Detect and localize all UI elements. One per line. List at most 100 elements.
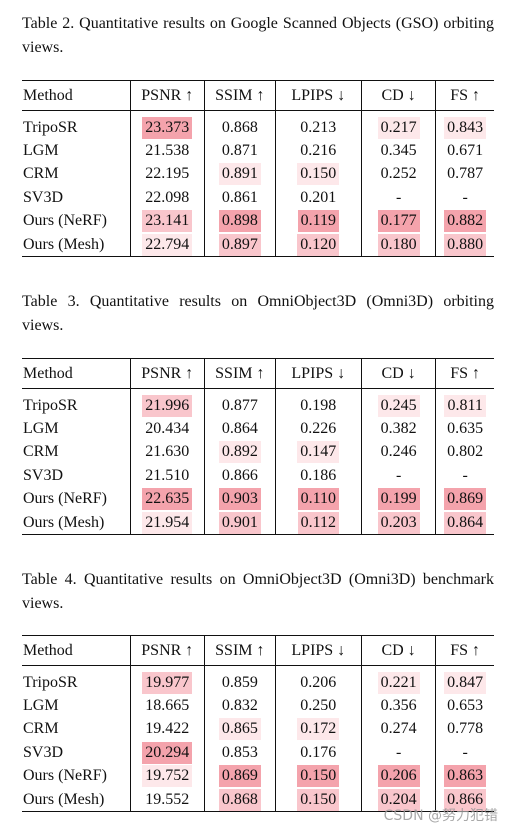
lpips-value: 0.150 <box>297 765 340 788</box>
method-cell: Ours (Mesh) <box>23 790 105 808</box>
cd-value: 0.356 <box>380 696 417 714</box>
fs-cell: 0.869 <box>435 487 494 511</box>
table-row: CRM 22.195 0.891 0.150 0.252 0.787 <box>22 162 494 186</box>
ssim-cell: 0.903 <box>204 487 276 511</box>
method-cell: CRM <box>23 165 59 183</box>
method-cell: CRM <box>23 443 59 461</box>
method-cell: LGM <box>23 141 59 159</box>
cd-value: 0.180 <box>377 233 420 256</box>
fs-cell: 0.778 <box>435 717 494 741</box>
cd-value: 0.206 <box>377 765 420 788</box>
lpips-cell: 0.150 <box>274 788 362 812</box>
column-header-psnr: PSNR ↑ <box>129 358 205 389</box>
cd-value: 0.274 <box>380 720 417 738</box>
ssim-value: 0.877 <box>221 397 258 414</box>
column-header-cd: CD ↓ <box>360 358 436 389</box>
method-cell: Ours (NeRF) <box>23 490 107 508</box>
table-row: CRM 21.630 0.892 0.147 0.246 0.802 <box>22 440 494 464</box>
psnr-cell: 19.552 <box>129 788 205 812</box>
ssim-cell: 0.861 <box>204 186 276 210</box>
lpips-value: 0.226 <box>300 419 337 437</box>
psnr-value: 19.552 <box>145 790 190 808</box>
cd-value: 0.382 <box>380 419 417 437</box>
fs-value: 0.880 <box>444 233 487 256</box>
fs-cell: 0.843 <box>435 110 494 139</box>
method-cell: Ours (NeRF) <box>23 767 107 785</box>
lpips-cell: 0.250 <box>274 694 362 718</box>
ssim-value: 0.891 <box>218 163 261 186</box>
ssim-value: 0.901 <box>218 511 261 534</box>
psnr-cell: 21.630 <box>129 440 205 464</box>
fs-cell: 0.866 <box>435 788 494 812</box>
method-cell: TripoSR <box>23 119 78 136</box>
cd-cell: 0.177 <box>360 209 436 233</box>
lpips-value: 0.213 <box>300 119 337 136</box>
psnr-cell: 23.373 <box>129 110 205 139</box>
cd-cell: 0.217 <box>360 110 436 139</box>
cd-value: 0.217 <box>377 117 420 139</box>
psnr-cell: 22.794 <box>129 233 205 257</box>
table-4-caption: Table 4. Quantitative results on OmniObj… <box>22 571 494 612</box>
fs-value: 0.864 <box>444 511 487 534</box>
method-cell: TripoSR <box>23 397 78 414</box>
table-row: TripoSR 23.373 0.868 0.213 0.217 0.843 <box>22 110 494 139</box>
column-header-lpips: LPIPS ↓ <box>274 358 362 389</box>
cd-value: 0.221 <box>377 672 420 694</box>
ssim-value: 0.853 <box>221 743 258 761</box>
psnr-value: 21.510 <box>145 466 190 484</box>
fs-value: 0.869 <box>444 488 487 511</box>
fs-value: 0.863 <box>444 765 487 788</box>
lpips-cell: 0.176 <box>274 741 362 765</box>
table-row: LGM 18.665 0.832 0.250 0.356 0.653 <box>22 694 494 718</box>
table-row: SV3D 21.510 0.866 0.186 - - <box>22 464 494 488</box>
psnr-cell: 21.510 <box>129 464 205 488</box>
table-row: SV3D 20.294 0.853 0.176 - - <box>22 741 494 765</box>
lpips-value: 0.186 <box>300 466 337 484</box>
psnr-cell: 21.538 <box>129 139 205 163</box>
psnr-cell: 22.098 <box>129 186 205 210</box>
fs-value: 0.653 <box>447 696 484 714</box>
fs-value: 0.802 <box>447 443 484 461</box>
fs-value: 0.866 <box>444 788 487 811</box>
watermark: CSDN @努力犯错 <box>383 808 498 824</box>
method-cell: Ours (Mesh) <box>23 235 105 253</box>
ssim-cell: 0.868 <box>204 110 276 139</box>
cd-value: 0.252 <box>380 165 417 183</box>
ssim-cell: 0.832 <box>204 694 276 718</box>
ssim-cell: 0.877 <box>204 388 276 417</box>
cd-value: 0.177 <box>377 210 420 233</box>
psnr-cell: 19.422 <box>129 717 205 741</box>
lpips-value: 0.120 <box>297 233 340 256</box>
cd-cell: 0.356 <box>360 694 436 718</box>
column-header-method: Method <box>23 641 73 659</box>
ssim-value: 0.832 <box>221 696 258 714</box>
table-row: LGM 20.434 0.864 0.226 0.382 0.635 <box>22 417 494 441</box>
method-cell: CRM <box>23 720 59 738</box>
column-header-fs: FS ↑ <box>435 635 494 666</box>
psnr-cell: 18.665 <box>129 694 205 718</box>
table-row: Ours (NeRF) 23.141 0.898 0.119 0.177 0.882 <box>22 209 494 233</box>
psnr-value: 20.294 <box>142 741 193 764</box>
cd-value: 0.204 <box>377 788 420 811</box>
cd-cell: 0.252 <box>360 162 436 186</box>
psnr-cell: 19.752 <box>129 764 205 788</box>
psnr-value: 22.635 <box>142 488 193 511</box>
table-3: Method PSNR ↑ SSIM ↑ LPIPS ↓ CD ↓ FS ↑ TripoS… <box>22 358 494 535</box>
ssim-value: 0.865 <box>218 718 261 741</box>
ssim-cell: 0.868 <box>204 788 276 812</box>
psnr-cell: 21.996 <box>129 388 205 417</box>
lpips-cell: 0.150 <box>274 764 362 788</box>
method-cell: Ours (Mesh) <box>23 513 105 531</box>
column-header-psnr: PSNR ↑ <box>129 80 205 111</box>
lpips-value: 0.201 <box>300 188 337 206</box>
table-row: TripoSR 19.977 0.859 0.206 0.221 0.847 <box>22 665 494 694</box>
psnr-value: 22.098 <box>145 188 190 206</box>
fs-value: 0.778 <box>447 720 484 738</box>
table-row: SV3D 22.098 0.861 0.201 - - <box>22 186 494 210</box>
fs-value: - <box>462 743 468 761</box>
psnr-value: 22.794 <box>142 233 193 256</box>
fs-cell: 0.864 <box>435 511 494 535</box>
lpips-cell: 0.172 <box>274 717 362 741</box>
psnr-cell: 22.195 <box>129 162 205 186</box>
fs-value: - <box>462 466 468 484</box>
